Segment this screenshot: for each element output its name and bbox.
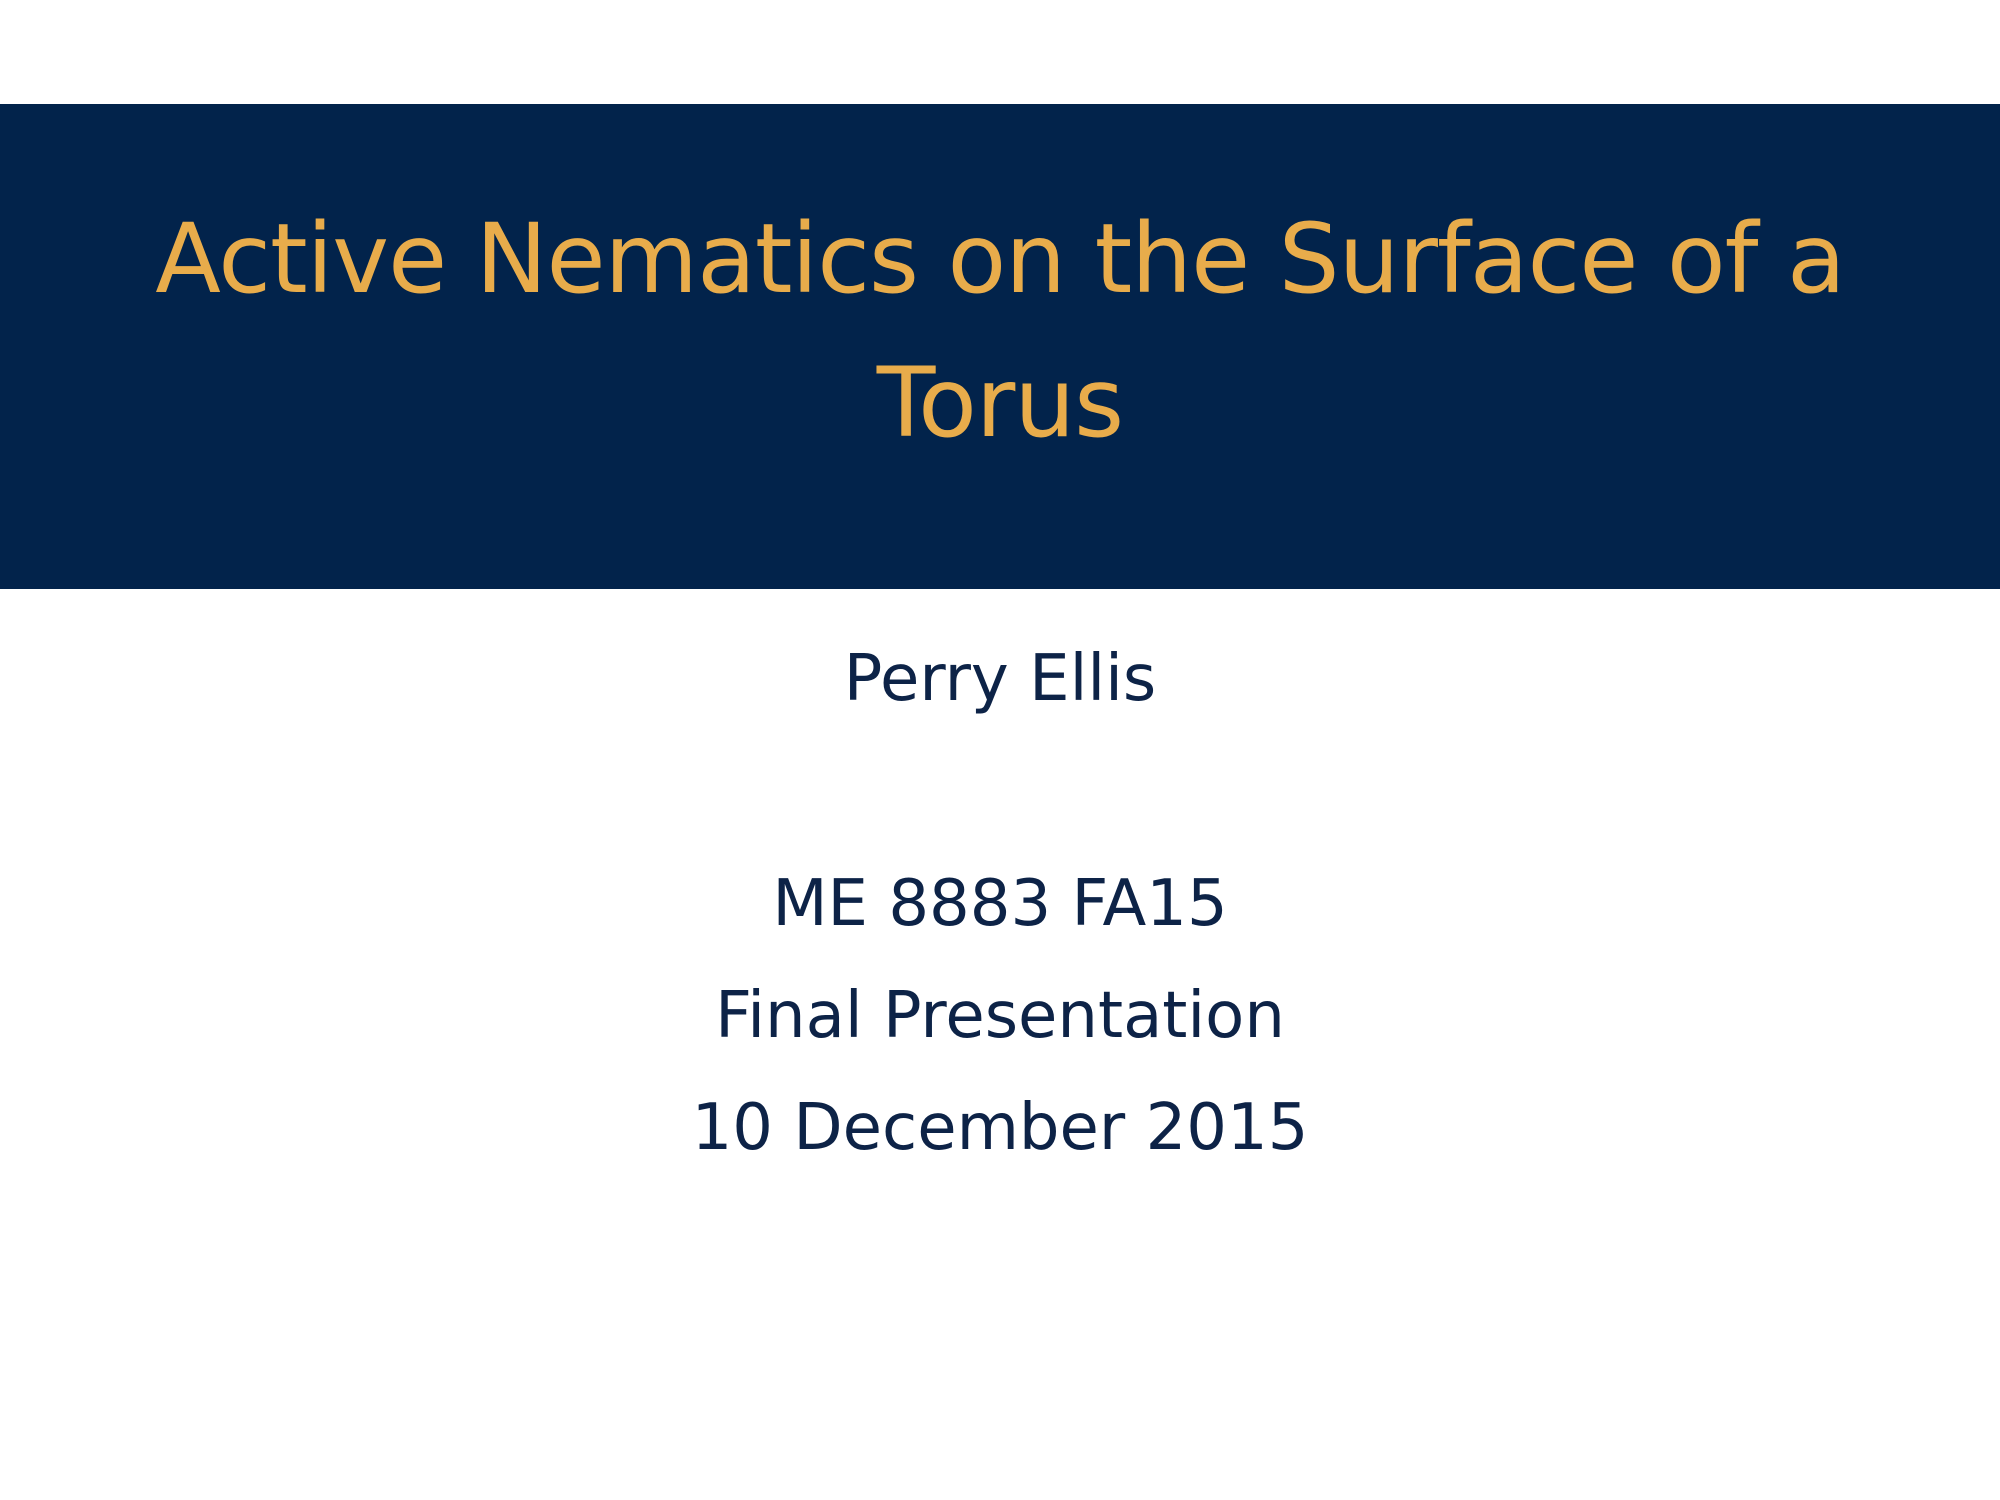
author-name: Perry Ellis [843, 642, 1157, 716]
slide-title: Active Nematics on the Surface of a Toru… [155, 202, 1846, 459]
author-block: Perry Ellis [0, 623, 2000, 735]
presentation-details: ME 8883 FA15 Final Presentation 10 Decem… [0, 848, 2000, 1184]
title-band: Active Nematics on the Surface of a Toru… [0, 104, 2000, 589]
course-code: ME 8883 FA15 [772, 867, 1228, 941]
presentation-type: Final Presentation [715, 979, 1285, 1053]
presentation-date: 10 December 2015 [691, 1091, 1309, 1165]
